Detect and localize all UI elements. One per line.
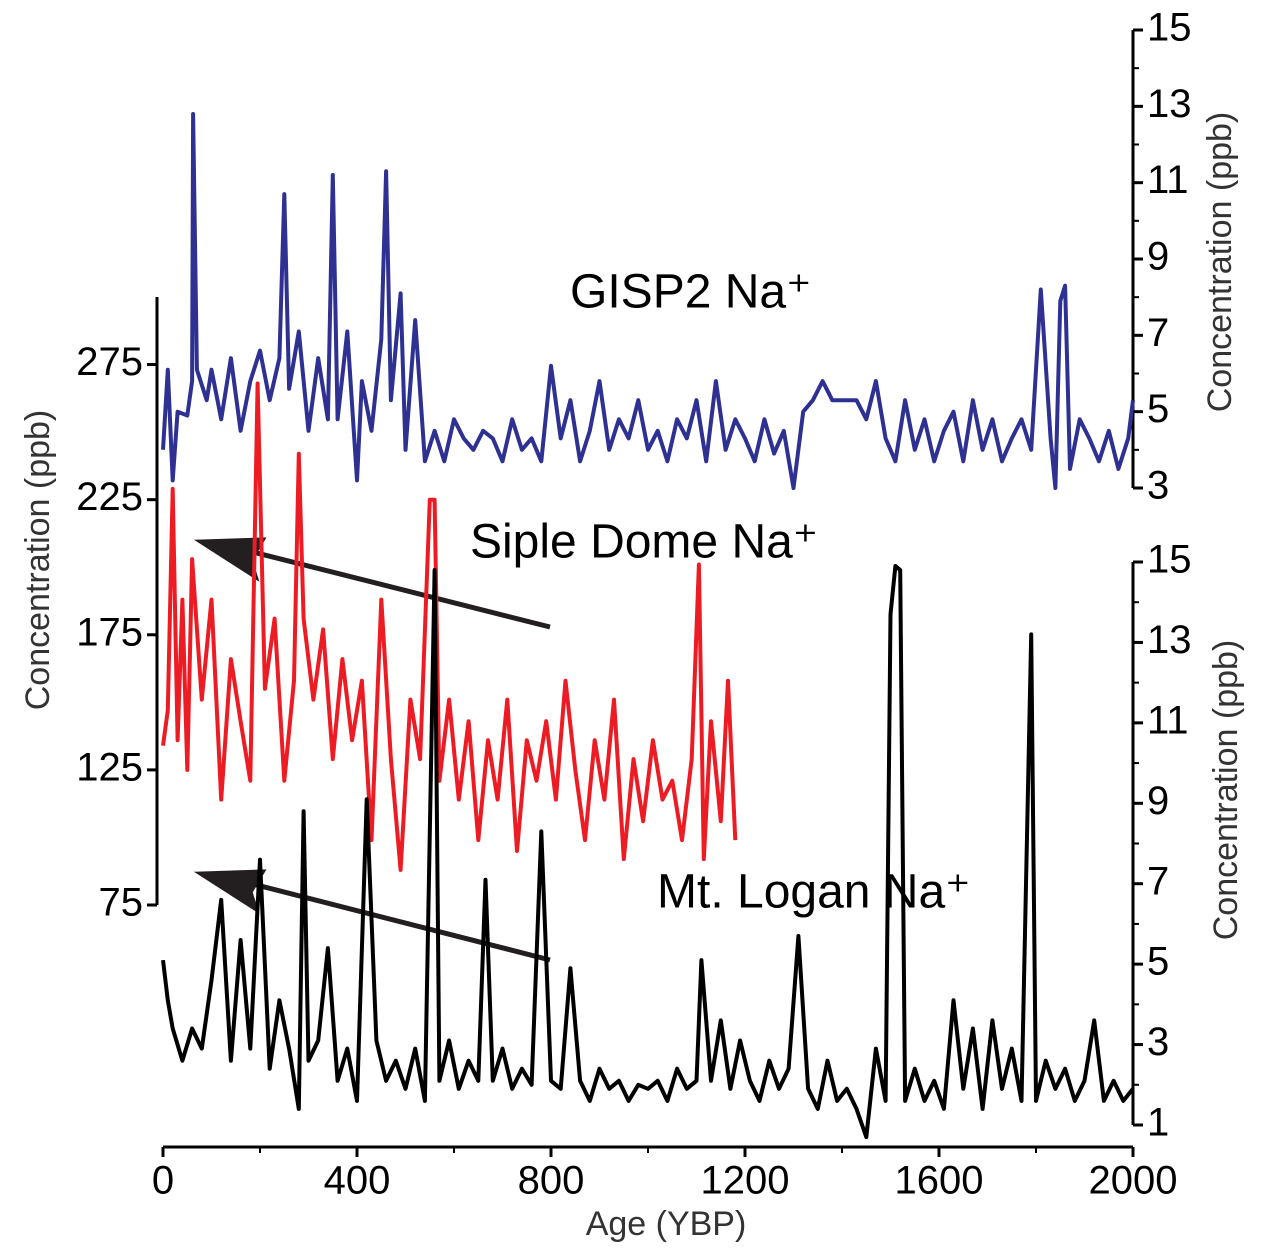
y-tick-label: 9 [1147, 235, 1169, 279]
y-tick-label: 9 [1147, 779, 1169, 823]
x-tick-label: 400 [324, 1159, 391, 1203]
y-tick-label: 11 [1147, 698, 1189, 742]
series-label: Mt. Logan Na⁺ [657, 866, 971, 919]
x-axis-label: Age (YBP) [586, 1205, 747, 1243]
y-tick-label: 11 [1147, 158, 1189, 202]
y-tick-label: 15 [1147, 538, 1192, 582]
y-tick-label: 7 [1147, 311, 1169, 355]
y-axis-label: Concentration (ppb) [1201, 112, 1239, 413]
y-tick-label: 275 [76, 340, 143, 384]
x-tick-label: 800 [518, 1159, 585, 1203]
y-axis-label: Concentration (ppb) [1207, 640, 1245, 941]
series-label: GISP2 Na⁺ [570, 266, 811, 319]
y-tick-label: 175 [76, 610, 143, 654]
y-tick-label: 225 [76, 475, 143, 519]
x-tick-label: 0 [152, 1159, 174, 1203]
series-line [161, 381, 738, 872]
y-tick-label: 15 [1147, 6, 1192, 50]
y-tick-label: 75 [99, 881, 144, 925]
x-tick-label: 2000 [1089, 1159, 1178, 1203]
arrow-line [244, 879, 551, 963]
y-tick-label: 5 [1147, 940, 1169, 984]
arrow-head [193, 869, 267, 914]
y-tick-label: 7 [1147, 859, 1169, 903]
arrow-head [193, 537, 267, 582]
y-axis-label: Concentration (ppb) [19, 410, 57, 711]
series-line [161, 564, 1135, 1140]
y-tick-label: 13 [1147, 618, 1192, 662]
y-tick-label: 3 [1147, 1020, 1169, 1064]
series-label: Siple Dome Na⁺ [470, 516, 818, 569]
y-tick-label: 1 [1147, 1101, 1169, 1145]
series-line [161, 112, 1135, 490]
y-tick-label: 125 [76, 745, 143, 789]
y-tick-label: 5 [1147, 387, 1169, 431]
x-tick-label: 1600 [895, 1159, 984, 1203]
x-tick-label: 1200 [701, 1159, 790, 1203]
y-tick-label: 3 [1147, 464, 1169, 508]
y-tick-label: 13 [1147, 82, 1192, 126]
